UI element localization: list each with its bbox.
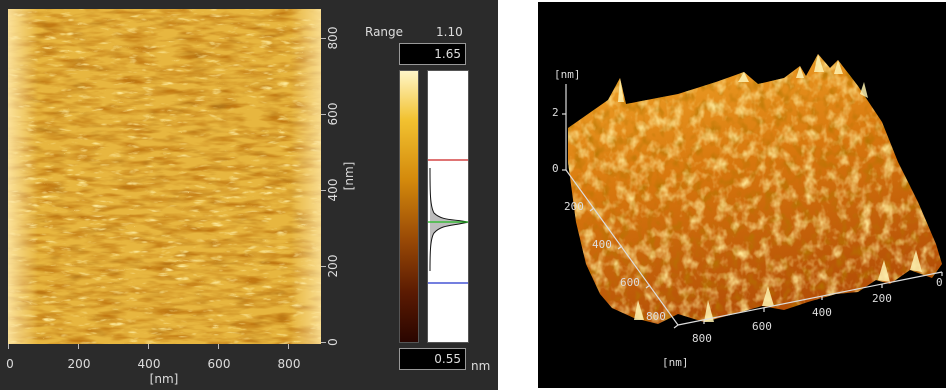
height-colorbar: [399, 70, 419, 343]
x-tick-mark: [218, 344, 219, 349]
x-axis-unit: [nm]: [149, 372, 179, 386]
y3d-tick-label: 400: [592, 238, 612, 251]
height-histogram: [427, 70, 469, 343]
y-tick-mark: [321, 266, 326, 267]
x-tick-mark: [78, 344, 79, 349]
x3d-tick-label: 200: [872, 292, 892, 305]
min-value-field[interactable]: 0.55: [399, 348, 466, 370]
afm-topography-image: [8, 9, 321, 344]
x-tick-mark: [288, 344, 289, 349]
y-tick-mark: [321, 342, 326, 343]
y-tick-mark: [321, 190, 326, 191]
x3d-tick-label: 600: [752, 320, 772, 333]
surface-peaks: [618, 54, 922, 322]
x-tick-mark: [8, 344, 9, 349]
x-tick-label: 800: [277, 357, 301, 371]
bottom-axis-unit: [nm]: [662, 356, 689, 369]
x3d-tick-label: 400: [812, 306, 832, 319]
y-tick-mark: [321, 114, 326, 115]
z-axis-unit: [nm]: [554, 68, 581, 81]
y-axis-unit: [nm]: [342, 161, 356, 191]
y-tick-label: 600: [326, 102, 340, 126]
max-value-field[interactable]: 1.65: [399, 43, 466, 65]
x-tick-label: 600: [207, 357, 231, 371]
z-tick-label: 0: [552, 162, 559, 175]
afm-3d-viewer[interactable]: [nm] 2 0 200 400 600 800 800 600 400 200…: [538, 2, 946, 388]
range-value: 1.10: [436, 25, 463, 39]
y-tick-label: 800: [326, 26, 340, 50]
y3d-tick-label: 800: [646, 310, 666, 323]
range-label: Range: [365, 25, 404, 39]
z-tick-label: 2: [552, 106, 559, 119]
y3d-tick-label: 200: [564, 200, 584, 213]
x-tick-label: 400: [137, 357, 161, 371]
y-tick-label: 200: [326, 254, 340, 278]
x-tick-label: 200: [67, 357, 91, 371]
x-tick-label: 0: [6, 357, 14, 371]
afm-2d-viewer: 0 200 400 600 800 [nm] 0 200 400 600 800…: [0, 0, 498, 390]
x-tick-mark: [148, 344, 149, 349]
axis-frame: [562, 84, 943, 329]
y-tick-label: 0: [326, 338, 340, 346]
x3d-tick-label: 0: [936, 276, 943, 289]
colorbar-unit: nm: [471, 359, 491, 373]
y3d-tick-label: 600: [620, 276, 640, 289]
x3d-tick-label: 800: [692, 332, 712, 345]
y-tick-mark: [321, 38, 326, 39]
y-tick-label: 400: [326, 178, 340, 202]
